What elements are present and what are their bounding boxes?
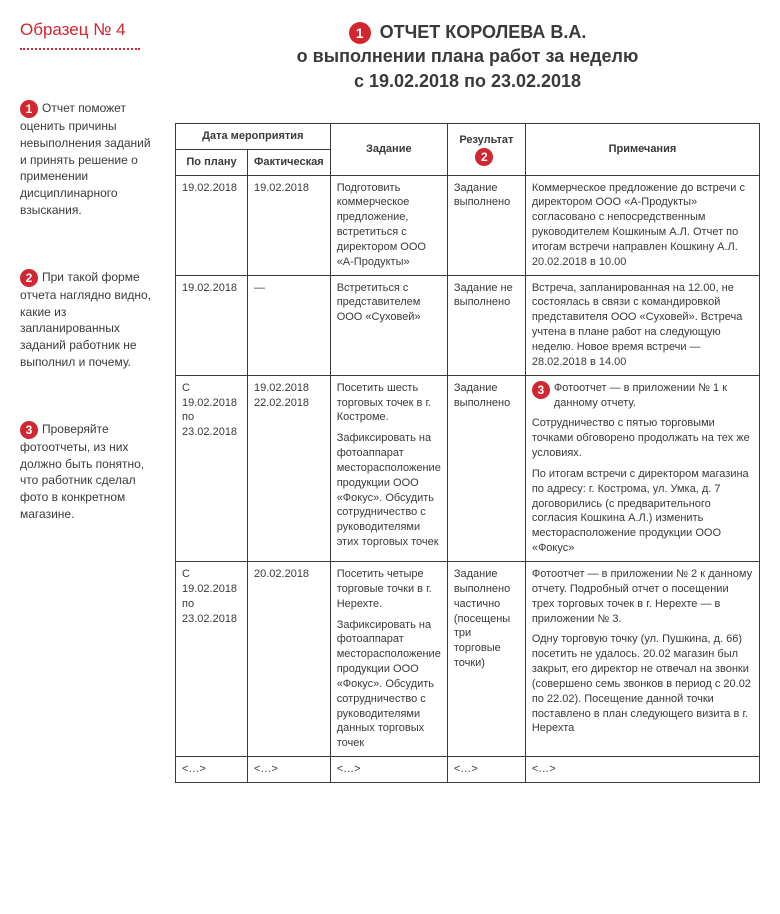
title-badge-icon: 1 [349,22,371,44]
title-line2: о выполнении плана работ за неделю [175,44,760,68]
cell-date-plan: С 19.02.2018 по 23.02.2018 [176,375,248,561]
sidebar-note-3-text: Проверяйте фотоотчеты, из них должно быт… [20,422,144,521]
cell-date-plan: С 19.02.2018 по 23.02.2018 [176,561,248,756]
table-row: 19.02.2018—Встретиться с представителем … [176,275,760,375]
th-result: Результат 2 [447,123,525,175]
cell-date-fact: 19.02.2018 22.02.2018 [248,375,331,561]
cell-ellipsis: <…> [176,757,248,783]
sidebar-note-1: 1Отчет поможет оценить причины невыполне… [20,100,160,219]
table-row: С 19.02.2018 по 23.02.201819.02.2018 22.… [176,375,760,561]
report-table: Дата мероприятия Задание Результат 2 При… [175,123,760,783]
sidebar-note-3: 3Проверяйте фотоотчеты, из них должно бы… [20,421,160,523]
th-date-plan: По плану [176,149,248,175]
th-result-badge-icon: 2 [475,148,493,166]
main-content: 1 ОТЧЕТ КОРОЛЕВА В.А. о выполнении плана… [175,20,760,783]
table-body: 19.02.201819.02.2018Подготовить коммерче… [176,175,760,782]
cell-task: Встретиться с представителем ООО «Сухове… [330,275,447,375]
cell-result: Задание выполнено [447,175,525,275]
table-row-ellipsis: <…><…><…><…><…> [176,757,760,783]
title-line3: с 19.02.2018 по 23.02.2018 [175,69,760,93]
cell-notes: Коммерческое предложение до встречи с ди… [525,175,759,275]
cell-date-fact: 19.02.2018 [248,175,331,275]
cell-result: Задание выполнено частично (посещены три… [447,561,525,756]
sample-label: Образец № 4 [20,20,160,40]
cell-result: Задание выполнено [447,375,525,561]
cell-date-fact: 20.02.2018 [248,561,331,756]
badge-3-icon: 3 [20,421,38,439]
cell-task: Посетить четыре торговые точки в г. Нере… [330,561,447,756]
cell-task: Подготовить коммерческое предложение, вс… [330,175,447,275]
cell-task: Посетить шесть торговых точек в г. Костр… [330,375,447,561]
cell-ellipsis: <…> [248,757,331,783]
cell-notes: Фотоотчет — в приложении № 2 к данному о… [525,561,759,756]
cell-date-plan: 19.02.2018 [176,175,248,275]
sidebar-note-2-text: При такой форме отчета наглядно видно, к… [20,270,151,369]
cell-ellipsis: <…> [525,757,759,783]
th-result-label: Результат [459,134,513,146]
th-date-fact: Фактическая [248,149,331,175]
report-title: 1 ОТЧЕТ КОРОЛЕВА В.А. о выполнении плана… [175,20,760,93]
th-task: Задание [330,123,447,175]
note-badge-icon: 3 [532,381,550,399]
table-row: 19.02.201819.02.2018Подготовить коммерче… [176,175,760,275]
cell-date-fact: — [248,275,331,375]
badge-1-icon: 1 [20,100,38,118]
table-row: С 19.02.2018 по 23.02.201820.02.2018Посе… [176,561,760,756]
cell-ellipsis: <…> [447,757,525,783]
cell-notes: Встреча, запланированная на 12.00, не со… [525,275,759,375]
th-date-group: Дата мероприятия [176,123,331,149]
badge-2-icon: 2 [20,269,38,287]
cell-result: Задание не выполнено [447,275,525,375]
sidebar-note-1-text: Отчет поможет оценить причины невыполнен… [20,101,151,217]
th-notes: Примечания [525,123,759,175]
title-line1: ОТЧЕТ КОРОЛЕВА В.А. [380,20,587,44]
sidebar: Образец № 4 1Отчет поможет оценить причи… [20,20,175,783]
table-header-row-1: Дата мероприятия Задание Результат 2 При… [176,123,760,149]
divider-dotted [20,48,140,50]
sidebar-note-2: 2При такой форме отчета наглядно видно, … [20,269,160,371]
cell-notes: 3Фотоотчет — в приложении № 1 к данному … [525,375,759,561]
cell-ellipsis: <…> [330,757,447,783]
cell-date-plan: 19.02.2018 [176,275,248,375]
